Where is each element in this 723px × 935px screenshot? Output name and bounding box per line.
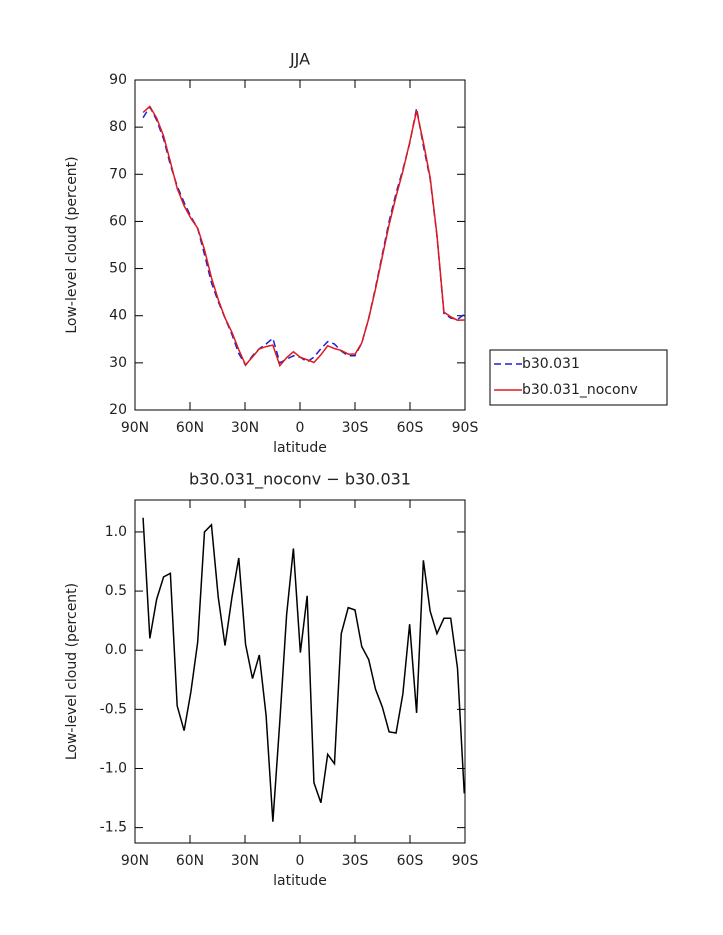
- x-tick-label: 60N: [176, 853, 204, 869]
- x-tick-label: 0: [296, 420, 305, 436]
- legend-label: b30.031_noconv: [522, 382, 638, 398]
- y-tick-label: 50: [109, 261, 127, 277]
- chart-title: b30.031_noconv − b30.031: [189, 470, 411, 490]
- x-tick-label: 90S: [452, 420, 479, 436]
- data-line: [142, 105, 465, 368]
- y-tick-label: 70: [109, 166, 127, 182]
- y-tick-label: 1.0: [105, 524, 127, 540]
- y-tick-label: 30: [109, 355, 127, 371]
- x-axis-label: latitude: [273, 873, 327, 889]
- legend-box: [489, 349, 668, 406]
- legend-label: b30.031: [522, 356, 580, 372]
- y-tick-label: -1.0: [100, 760, 127, 776]
- x-tick-label: 30S: [342, 853, 369, 869]
- x-axis-label: latitude: [273, 440, 327, 456]
- y-axis-label: Low-level cloud (percent): [64, 583, 80, 760]
- x-tick-label: 60S: [397, 853, 424, 869]
- y-tick-label: 0.0: [105, 642, 127, 658]
- y-axis-label: Low-level cloud (percent): [64, 156, 80, 333]
- y-tick-label: 90: [109, 72, 127, 88]
- y-tick-label: 80: [109, 119, 127, 135]
- x-tick-label: 30N: [231, 420, 259, 436]
- x-tick-label: 90N: [121, 853, 149, 869]
- y-tick-label: -0.5: [100, 701, 127, 717]
- x-tick-label: 90S: [452, 853, 479, 869]
- x-tick-label: 90N: [121, 420, 149, 436]
- y-tick-label: 40: [109, 308, 127, 324]
- y-tick-label: 60: [109, 213, 127, 229]
- y-tick-label: 20: [109, 402, 127, 418]
- data-line: [142, 517, 466, 822]
- data-line: [142, 105, 465, 367]
- x-tick-label: 30S: [342, 420, 369, 436]
- x-tick-label: 60N: [176, 420, 204, 436]
- plot-frame: [134, 79, 466, 411]
- x-tick-label: 0: [296, 853, 305, 869]
- x-tick-label: 30N: [231, 853, 259, 869]
- y-tick-label: -1.5: [100, 820, 127, 836]
- x-tick-label: 60S: [397, 420, 424, 436]
- y-tick-label: 0.5: [105, 583, 127, 599]
- chart-title: JJA: [289, 50, 310, 69]
- plot-frame: [134, 499, 466, 844]
